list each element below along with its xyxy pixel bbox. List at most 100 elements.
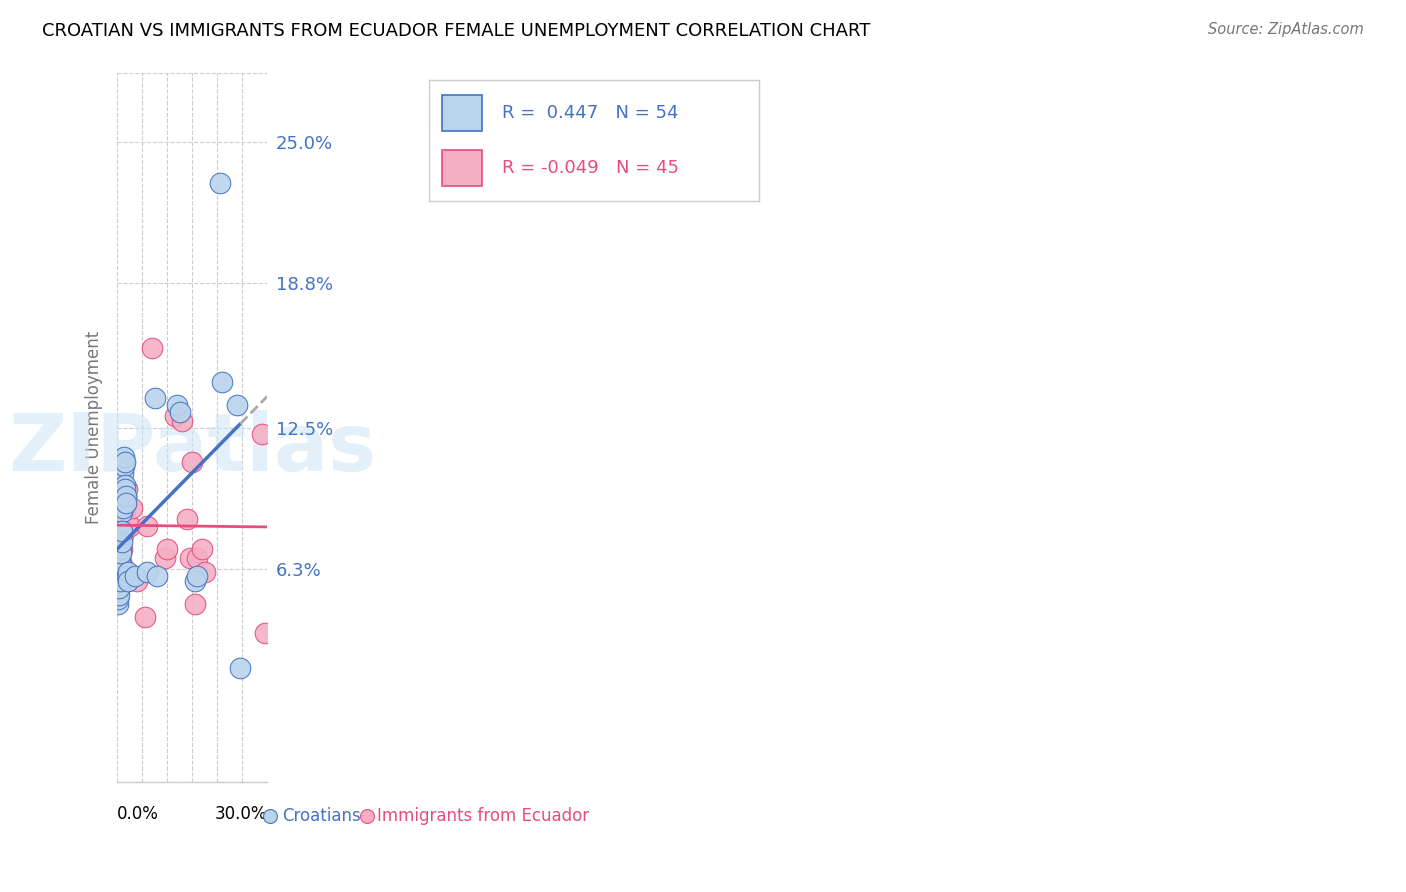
Point: [114, 483, 136, 497]
Point: [134, 610, 156, 624]
Point: [110, 558, 132, 572]
Point: [181, 455, 204, 469]
Point: [112, 489, 135, 503]
Point: [107, 541, 129, 556]
Point: [107, 592, 129, 607]
Point: [111, 524, 134, 538]
Point: [107, 581, 129, 595]
Point: [111, 505, 134, 519]
Point: [112, 519, 135, 533]
Point: [112, 459, 135, 474]
Point: [110, 519, 132, 533]
Point: [107, 574, 129, 588]
Point: [110, 541, 132, 556]
Point: [107, 588, 129, 602]
Point: [121, 500, 143, 515]
Point: [115, 496, 138, 510]
Point: [108, 551, 131, 566]
Point: [163, 409, 186, 424]
Point: [108, 546, 131, 560]
Point: [108, 558, 131, 572]
Point: [107, 574, 129, 588]
Point: [108, 581, 131, 595]
Point: [172, 414, 194, 428]
Point: [114, 477, 136, 491]
Point: [117, 519, 139, 533]
FancyBboxPatch shape: [441, 150, 482, 186]
Point: [117, 574, 139, 588]
Point: [179, 551, 201, 566]
Point: [108, 551, 131, 566]
Text: 0.0%: 0.0%: [117, 805, 159, 823]
Point: [114, 496, 136, 510]
Point: [114, 489, 136, 503]
Point: [259, 814, 281, 829]
Point: [107, 565, 129, 579]
Point: [111, 528, 134, 542]
Point: [153, 551, 176, 566]
Point: [226, 398, 249, 412]
FancyBboxPatch shape: [441, 95, 482, 131]
Point: [110, 524, 132, 538]
Point: [107, 597, 129, 611]
Point: [118, 519, 141, 533]
Point: [117, 565, 139, 579]
Point: [253, 626, 276, 640]
Point: [108, 519, 131, 533]
Point: [108, 569, 131, 583]
Point: [111, 535, 134, 549]
Point: [110, 546, 132, 560]
Point: [127, 574, 149, 588]
Point: [114, 483, 136, 497]
Point: [184, 597, 207, 611]
Point: [111, 489, 134, 503]
Point: [115, 574, 138, 588]
Point: [141, 341, 163, 355]
Point: [110, 505, 132, 519]
Text: Source: ZipAtlas.com: Source: ZipAtlas.com: [1208, 22, 1364, 37]
Point: [108, 562, 131, 576]
Point: [208, 176, 231, 190]
Text: Immigrants from Ecuador: Immigrants from Ecuador: [377, 806, 589, 824]
Point: [114, 489, 136, 503]
Point: [108, 535, 131, 549]
Point: [114, 455, 136, 469]
Point: [107, 588, 129, 602]
Point: [107, 551, 129, 566]
Point: [114, 505, 136, 519]
Point: [211, 375, 233, 389]
Point: [169, 404, 191, 418]
Point: [107, 524, 129, 538]
Point: [111, 541, 134, 556]
Point: [112, 500, 135, 515]
Point: [186, 569, 208, 583]
Point: [124, 569, 146, 583]
Point: [112, 467, 135, 481]
Point: [186, 551, 208, 566]
Point: [115, 489, 138, 503]
Point: [146, 569, 169, 583]
Point: [115, 569, 138, 583]
Point: [107, 558, 129, 572]
Point: [136, 565, 159, 579]
Point: [108, 574, 131, 588]
Point: [194, 565, 217, 579]
Text: ZIPatlas: ZIPatlas: [8, 409, 377, 488]
Text: R =  0.447   N = 54: R = 0.447 N = 54: [502, 103, 678, 122]
Point: [115, 483, 138, 497]
Point: [110, 505, 132, 519]
Point: [112, 450, 135, 465]
Point: [229, 661, 252, 675]
Text: Croatians: Croatians: [283, 806, 361, 824]
Point: [112, 512, 135, 526]
Point: [191, 541, 214, 556]
Point: [108, 541, 131, 556]
Point: [108, 562, 131, 576]
Text: 30.0%: 30.0%: [215, 805, 267, 823]
Point: [111, 558, 134, 572]
Text: CROATIAN VS IMMIGRANTS FROM ECUADOR FEMALE UNEMPLOYMENT CORRELATION CHART: CROATIAN VS IMMIGRANTS FROM ECUADOR FEMA…: [42, 22, 870, 40]
Point: [166, 398, 188, 412]
Point: [108, 546, 131, 560]
Point: [110, 524, 132, 538]
Text: R = -0.049   N = 45: R = -0.049 N = 45: [502, 159, 679, 178]
